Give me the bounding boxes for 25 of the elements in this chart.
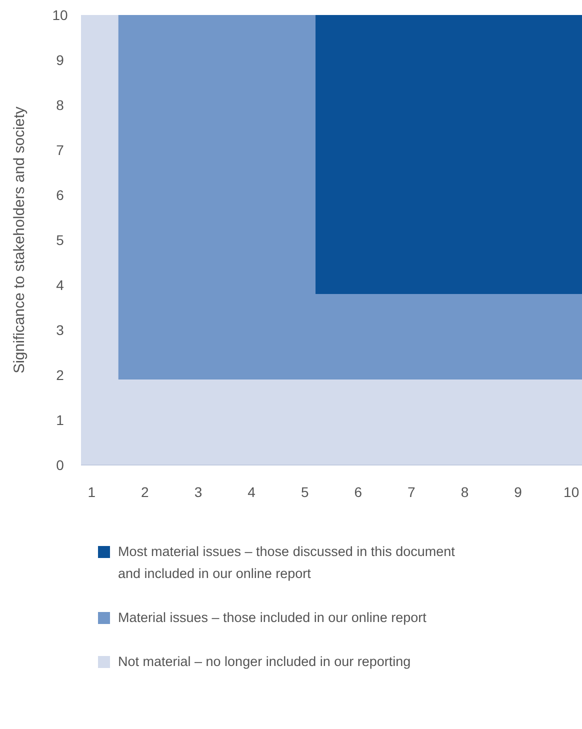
x-tick-label: 7 — [408, 484, 416, 500]
x-tick-label: 8 — [460, 484, 469, 500]
x-tick-label: 10 — [564, 484, 580, 500]
x-tick-label: 6 — [354, 484, 362, 500]
y-tick-label: 7 — [56, 142, 64, 158]
y-tick-label: 3 — [56, 322, 64, 338]
y-axis-title: Significance to stakeholders and society — [11, 106, 28, 374]
x-tick-label: 2 — [141, 484, 150, 500]
x-tick-label: 1 — [88, 484, 96, 500]
y-tick-label: 6 — [56, 187, 64, 203]
x-tick-label: 3 — [194, 484, 202, 500]
x-tick-label: 5 — [300, 484, 309, 500]
legend-label: Material issues – those included in our online report — [118, 610, 427, 625]
y-tick-label: 1 — [56, 412, 64, 428]
y-tick-label: 10 — [52, 7, 68, 23]
y-tick-label: 5 — [56, 232, 64, 248]
y-tick-label: 9 — [56, 52, 64, 68]
x-tick-label: 9 — [514, 484, 522, 500]
legend-label: Not material – no longer included in our reporting — [118, 654, 411, 669]
y-tick-label: 4 — [56, 277, 64, 293]
y-tick-label: 8 — [56, 97, 64, 113]
y-tick-label: 0 — [56, 457, 64, 473]
y-tick-label: 2 — [56, 367, 64, 383]
x-tick-label: 4 — [248, 484, 256, 500]
legend-label: Most material issues – those discussed in this document and included in our online report — [118, 544, 456, 581]
